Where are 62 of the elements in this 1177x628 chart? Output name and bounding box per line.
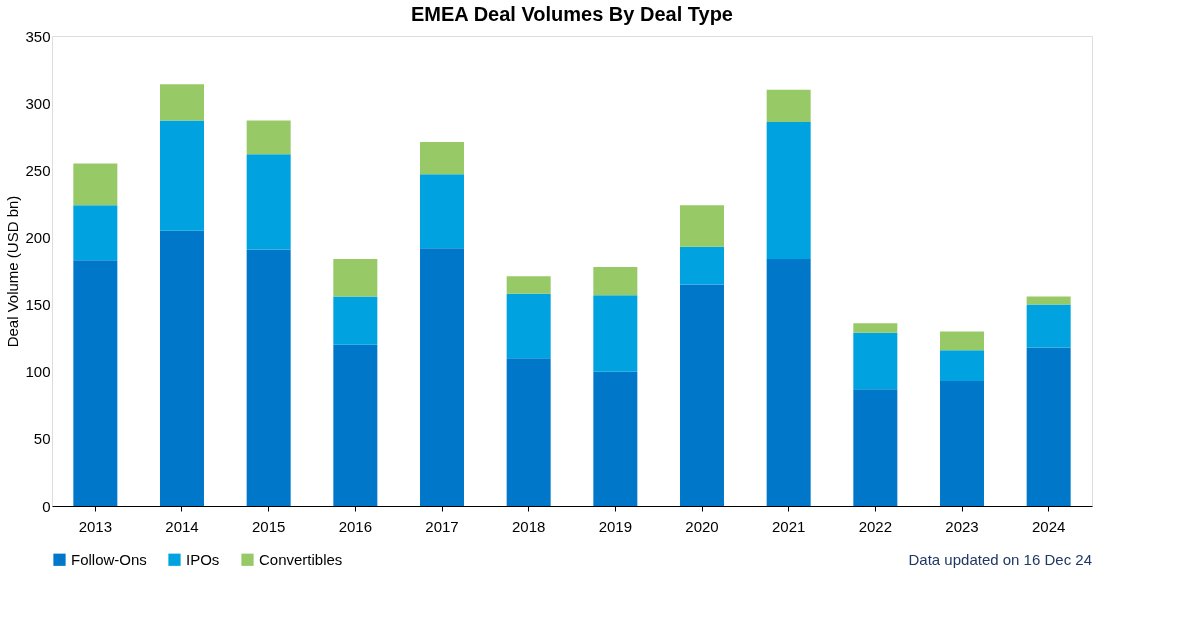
bar <box>246 120 291 155</box>
bar <box>506 358 551 506</box>
x-tick-label: 2014 <box>165 517 199 535</box>
bar <box>680 284 724 506</box>
bar <box>766 121 811 259</box>
legend-label: Follow-Ons <box>71 550 147 568</box>
bar <box>420 174 464 249</box>
bar <box>1026 304 1071 348</box>
x-tick-label: 2019 <box>598 517 633 535</box>
bar <box>1026 296 1071 305</box>
bar <box>73 163 118 206</box>
bar <box>853 332 898 390</box>
bar <box>940 331 984 351</box>
bar <box>766 89 811 122</box>
bar <box>940 350 984 382</box>
bar <box>593 371 638 506</box>
y-tick-label: 200 <box>25 228 51 246</box>
bar <box>853 389 898 506</box>
y-tick-label: 100 <box>25 363 51 381</box>
x-tick-label: 2024 <box>1031 517 1066 535</box>
x-tick-label: 2013 <box>78 517 113 535</box>
bar <box>506 276 551 294</box>
legend-label: Convertibles <box>259 550 343 568</box>
bar <box>160 230 204 506</box>
bar <box>160 120 204 231</box>
y-tick-label: 300 <box>25 94 51 112</box>
y-tick-label: 150 <box>25 296 51 314</box>
bar <box>593 266 638 296</box>
bar <box>680 246 724 285</box>
bar <box>766 258 811 506</box>
bar <box>593 295 638 372</box>
x-tick-label: 2015 <box>251 517 286 535</box>
bar <box>506 293 551 359</box>
bar <box>160 84 204 121</box>
x-tick-label: 2021 <box>771 517 806 535</box>
x-tick-label: 2017 <box>425 517 459 535</box>
bar <box>853 323 898 333</box>
bar <box>680 205 724 247</box>
bar <box>73 205 118 261</box>
x-tick-label: 2022 <box>858 517 893 535</box>
x-tick-label: 2016 <box>338 517 373 535</box>
bar <box>1026 347 1071 506</box>
bar <box>333 296 378 345</box>
y-tick-label: 350 <box>25 27 51 45</box>
y-tick-label: 0 <box>42 497 51 515</box>
x-tick-label: 2020 <box>685 517 719 535</box>
bar <box>246 154 291 250</box>
chart-title: EMEA Deal Volumes By Deal Type <box>411 3 733 25</box>
bar <box>333 344 378 506</box>
bar <box>940 381 984 506</box>
x-tick-label: 2018 <box>511 517 546 535</box>
y-tick-label: 50 <box>33 430 51 448</box>
bar <box>420 142 464 175</box>
x-tick-label: 2023 <box>945 517 979 535</box>
bar <box>246 249 291 506</box>
legend-label: IPOs <box>186 550 220 568</box>
bar <box>333 258 378 297</box>
y-axis-title: Deal Volume (USD bn) <box>4 195 22 348</box>
text: Data updated on 16 Dec 24 <box>908 551 1092 568</box>
bar <box>420 248 464 506</box>
bar <box>73 260 118 506</box>
y-tick-label: 250 <box>25 161 51 179</box>
